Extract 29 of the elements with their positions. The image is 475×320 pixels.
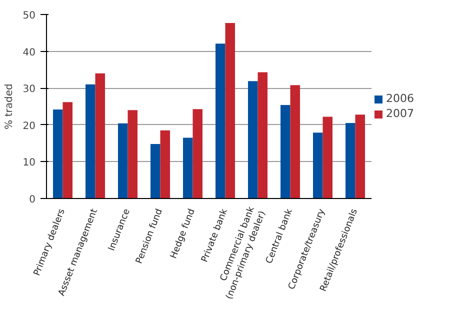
y-tick-label: 0 xyxy=(29,194,36,206)
bar xyxy=(216,44,226,198)
bar xyxy=(150,144,160,198)
bar xyxy=(313,132,323,198)
bar xyxy=(248,81,258,198)
bar xyxy=(183,138,193,198)
y-tick-label: 20 xyxy=(22,120,36,132)
bar xyxy=(118,123,128,198)
bar xyxy=(280,105,290,198)
bar xyxy=(192,109,202,198)
bar xyxy=(53,109,63,198)
bar xyxy=(128,110,138,198)
bar xyxy=(290,85,300,198)
bar xyxy=(62,102,72,198)
bar xyxy=(346,123,356,198)
y-axis-title: % traded xyxy=(4,84,15,130)
bar xyxy=(322,116,332,198)
bar xyxy=(160,130,170,198)
legend-label: 2006 xyxy=(386,92,414,105)
bar xyxy=(225,22,235,198)
y-tick-label: 10 xyxy=(22,158,36,169)
bar xyxy=(258,72,268,198)
y-tick-label: 50 xyxy=(22,10,36,22)
y-tick-label: 30 xyxy=(22,84,36,96)
bar xyxy=(86,84,96,198)
y-tick-label: 40 xyxy=(22,47,36,58)
bar xyxy=(95,73,105,198)
legend-label: 2007 xyxy=(386,107,414,120)
bar xyxy=(355,114,365,198)
